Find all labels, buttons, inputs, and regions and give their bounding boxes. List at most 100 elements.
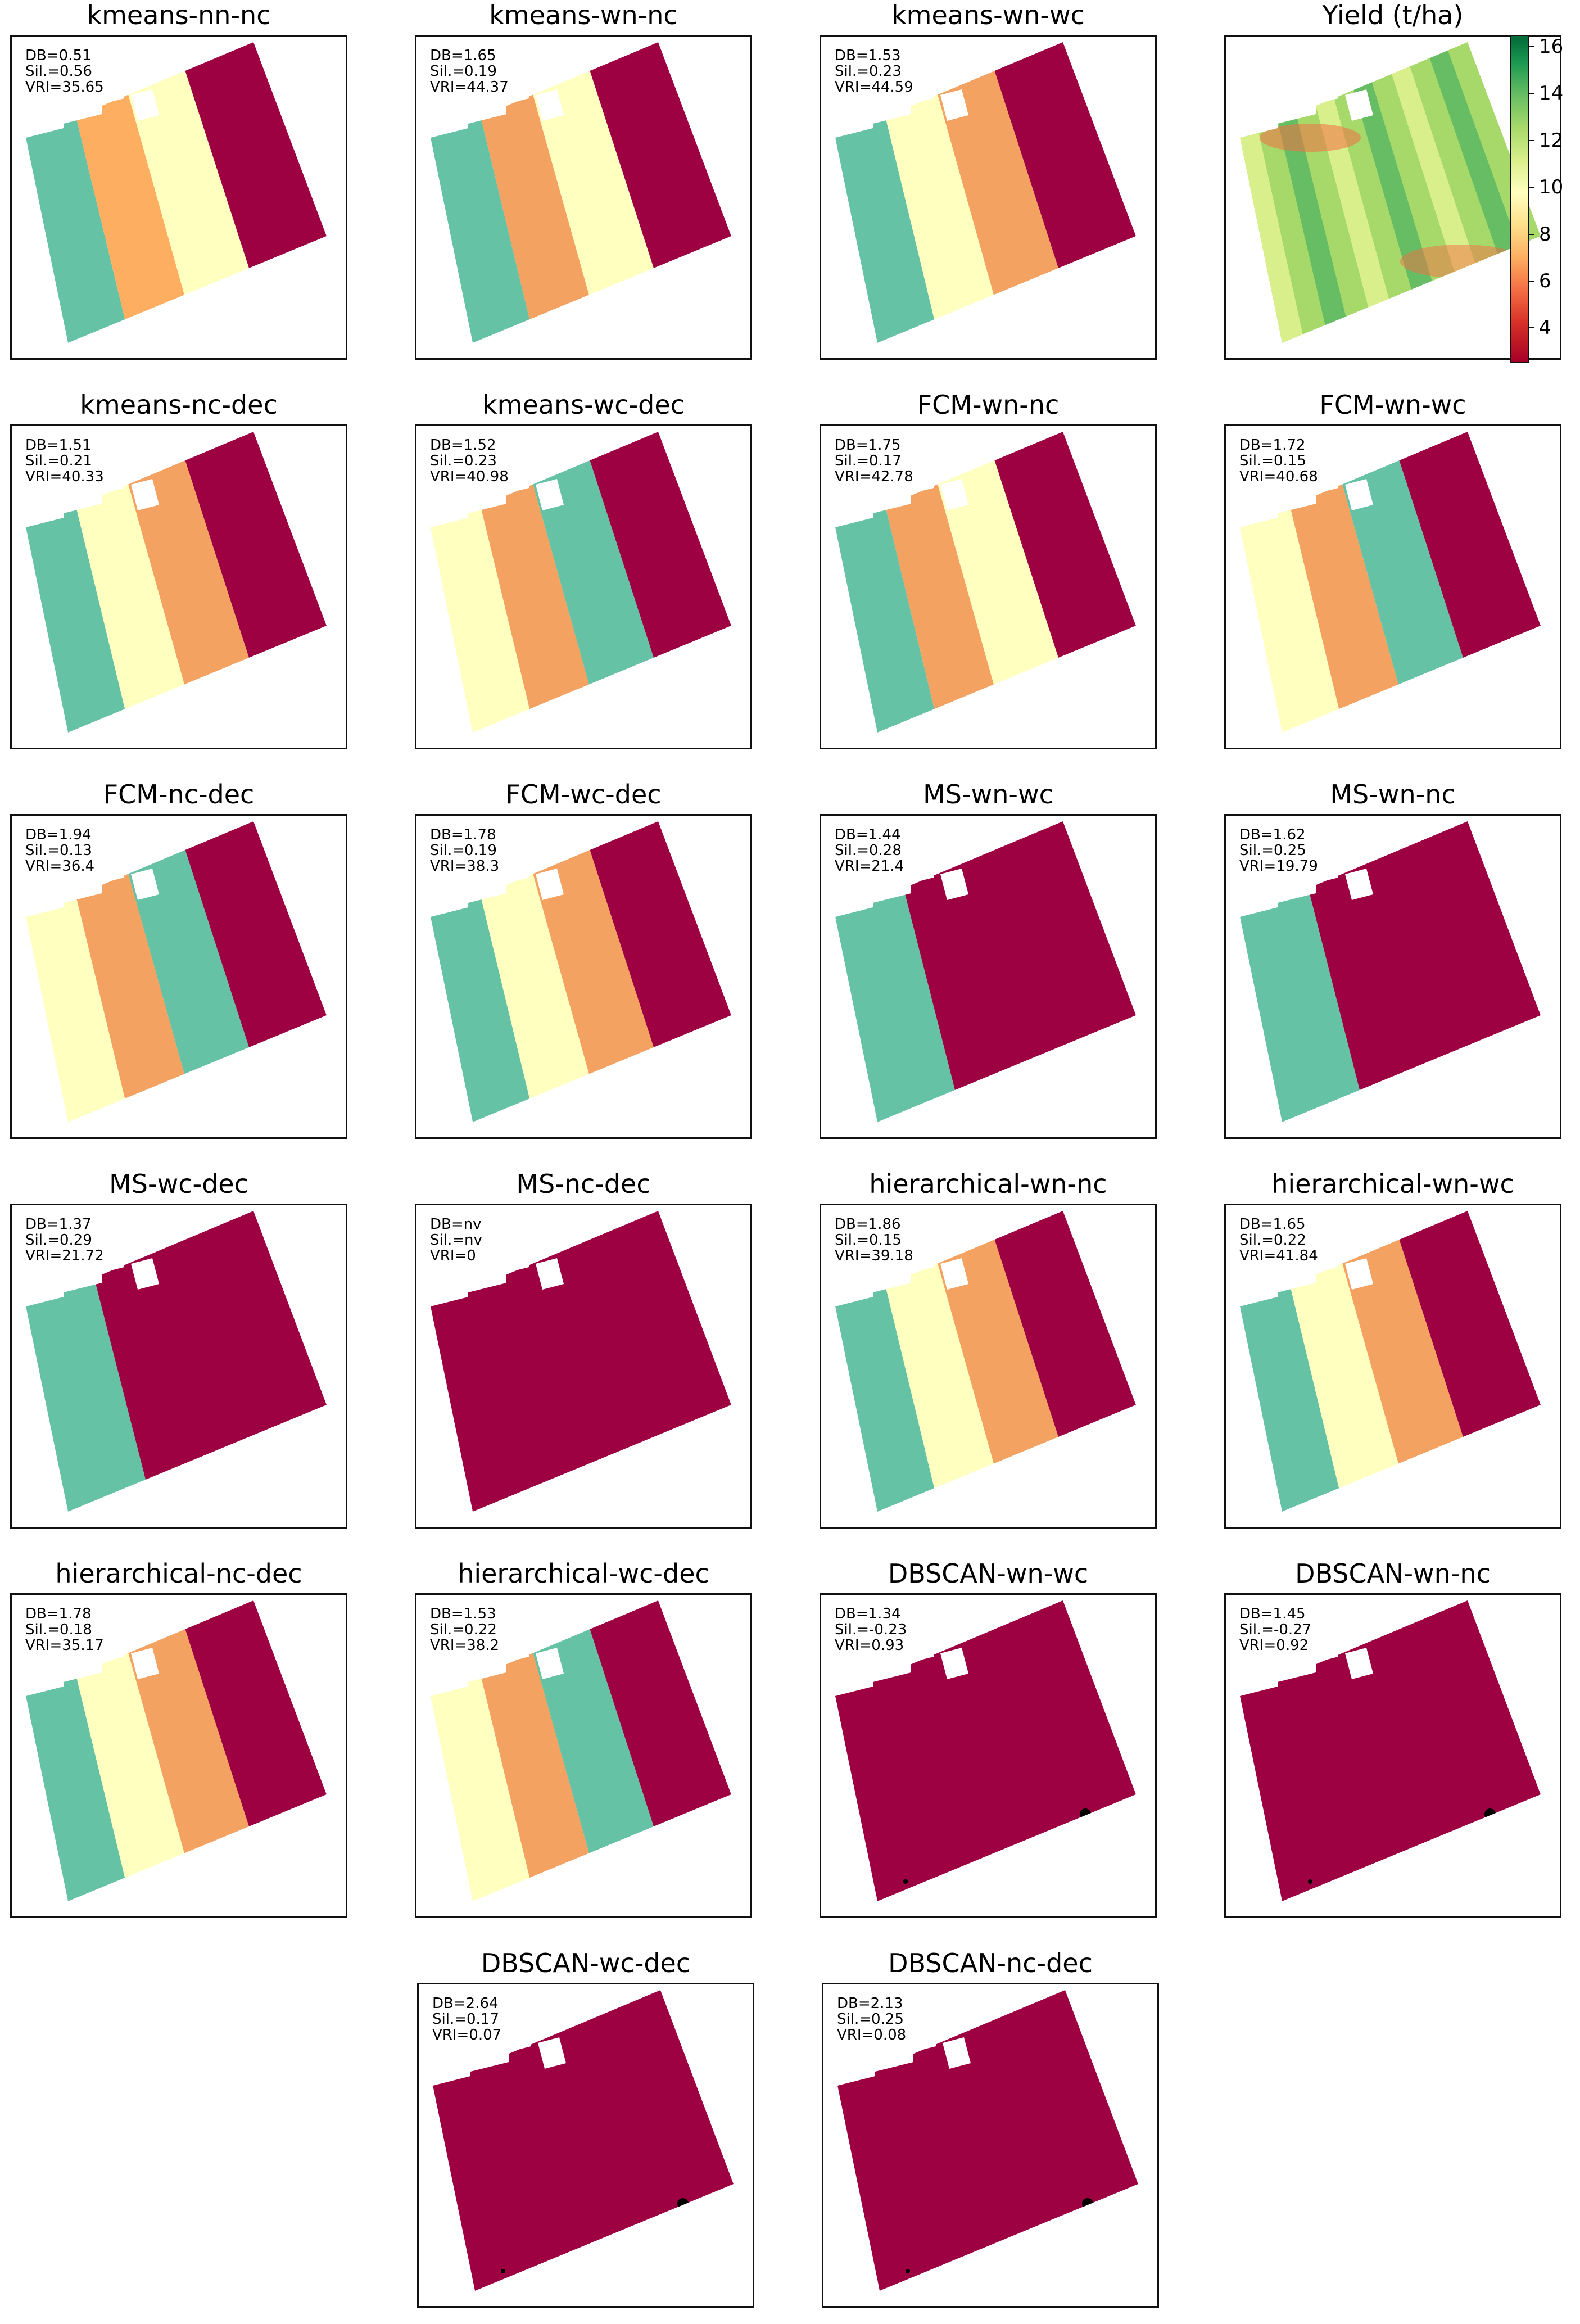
zone-region <box>1240 506 1339 733</box>
map-panel: DB=1.53 Sil.=0.23 VRI=44.59 <box>820 35 1157 360</box>
metric-db: DB=1.53 <box>430 1606 496 1622</box>
zone-region <box>533 850 654 1074</box>
metrics-annotation: DB=1.78 Sil.=0.19 VRI=38.3 <box>430 827 499 874</box>
zone-region <box>1240 1600 1541 1901</box>
metrics-annotation: DB=1.44 Sil.=0.28 VRI=21.4 <box>835 827 904 874</box>
zone-region <box>128 1629 249 1853</box>
zone-region <box>76 874 184 1099</box>
metric-sil: Sil.=0.22 <box>1239 1232 1306 1249</box>
colorbar-tick-label: 8 <box>1539 223 1551 246</box>
panel-title: DBSCAN-nc-dec <box>888 1948 1093 1978</box>
zone-region <box>433 1990 734 2291</box>
zone-map-plot <box>1240 1211 1541 1512</box>
field-notch <box>940 479 968 510</box>
metric-sil: Sil.=0.15 <box>1239 453 1306 469</box>
panel-title: FCM-wn-nc <box>917 390 1060 420</box>
field-notch <box>131 89 159 121</box>
field-notch <box>1345 89 1373 121</box>
zone-region <box>128 460 249 685</box>
panel-title: kmeans-nc-dec <box>80 390 278 420</box>
field-notch <box>536 869 564 900</box>
metric-db: DB=1.51 <box>25 437 92 454</box>
zone-region <box>994 42 1136 268</box>
metric-db: DB=1.78 <box>430 826 496 843</box>
zone-region <box>1342 460 1463 685</box>
zone-region <box>431 116 530 343</box>
metric-vri: VRI=38.2 <box>430 1637 500 1654</box>
zone-map-plot <box>26 1211 327 1512</box>
field-notch <box>536 89 564 121</box>
metrics-annotation: DB=1.94 Sil.=0.13 VRI=36.4 <box>25 827 94 874</box>
metric-db: DB=1.37 <box>25 1216 92 1233</box>
field-notch <box>940 869 968 900</box>
colorbar-tick <box>1529 93 1534 94</box>
zone-region <box>885 484 994 709</box>
zone-region <box>835 888 955 1122</box>
colorbar-tick <box>1529 139 1534 141</box>
zone-map-plot <box>1240 432 1541 733</box>
metric-vri: VRI=0.93 <box>835 1637 904 1654</box>
zone-region <box>481 1653 589 1878</box>
metric-vri: VRI=0.08 <box>837 2027 907 2043</box>
metric-sil: Sil.=0.23 <box>430 453 497 469</box>
zone-region <box>1399 1211 1541 1437</box>
colorbar-tick-label: 14 <box>1539 82 1564 105</box>
zone-map-plot <box>431 821 731 1122</box>
metric-db: DB=1.44 <box>835 826 901 843</box>
metric-db: DB=1.94 <box>25 826 92 843</box>
metric-db: DB=1.65 <box>430 47 496 64</box>
zone-map-plot <box>431 432 731 733</box>
zone-region <box>533 71 654 295</box>
colorbar-tick-label: 10 <box>1539 176 1564 199</box>
low-yield-patch <box>1260 124 1361 152</box>
zone-map-plot <box>835 432 1136 733</box>
metric-vri: VRI=19.79 <box>1239 858 1318 875</box>
noise-points <box>906 2269 910 2273</box>
colorbar-tick <box>1529 281 1534 282</box>
metric-vri: VRI=38.3 <box>430 858 500 875</box>
map-panel: DB=1.72 Sil.=0.15 VRI=40.68 <box>1224 424 1561 749</box>
zone-map-plot <box>26 821 327 1122</box>
metrics-annotation: DB=1.75 Sil.=0.17 VRI=42.78 <box>835 437 913 485</box>
zone-region <box>76 94 184 320</box>
metrics-annotation: DB=1.65 Sil.=0.19 VRI=44.37 <box>430 48 509 95</box>
metrics-annotation: DB=1.34 Sil.=-0.23 VRI=0.93 <box>835 1606 907 1653</box>
panel-title: MS-wn-wc <box>923 779 1053 810</box>
zone-region <box>481 874 589 1099</box>
field-notch <box>131 869 159 900</box>
zone-map-plot <box>26 42 327 343</box>
metric-vri: VRI=44.59 <box>835 79 913 96</box>
panel-title: kmeans-wn-nc <box>489 0 678 30</box>
metrics-annotation: DB=2.64 Sil.=0.17 VRI=0.07 <box>432 1996 501 2043</box>
noise-points <box>677 2198 689 2209</box>
metric-sil: Sil.=0.17 <box>432 2011 499 2028</box>
zone-region <box>590 42 731 268</box>
panel-title: kmeans-nn-nc <box>87 0 271 30</box>
panel-title: kmeans-wc-dec <box>482 390 685 420</box>
metrics-annotation: DB=1.78 Sil.=0.18 VRI=35.17 <box>25 1606 104 1653</box>
metrics-annotation: DB=1.65 Sil.=0.22 VRI=41.84 <box>1239 1217 1318 1264</box>
field-notch <box>536 479 564 510</box>
zone-map-plot <box>431 42 731 343</box>
zone-map-plot <box>1240 1600 1541 1901</box>
map-panel: DB=1.52 Sil.=0.23 VRI=40.98 <box>415 424 752 749</box>
zone-region <box>76 484 184 709</box>
zone-map-plot <box>26 1600 327 1901</box>
zone-map-plot <box>837 1990 1138 2291</box>
metric-sil: Sil.=0.13 <box>25 842 92 859</box>
panel-title: hierarchical-nc-dec <box>55 1558 302 1589</box>
panel-title: MS-wc-dec <box>109 1169 248 1199</box>
metric-vri: VRI=36.4 <box>25 858 95 875</box>
zone-region <box>76 1653 184 1878</box>
metric-db: DB=1.53 <box>835 47 901 64</box>
zone-region <box>590 432 731 658</box>
metric-vri: VRI=0.92 <box>1239 1637 1309 1654</box>
low-yield-patch <box>1400 245 1524 278</box>
metric-vri: VRI=39.18 <box>835 1247 913 1264</box>
field-notch <box>536 1258 564 1290</box>
metric-sil: Sil.=0.29 <box>25 1232 92 1249</box>
metrics-annotation: DB=1.53 Sil.=0.23 VRI=44.59 <box>835 48 913 95</box>
zone-region <box>431 506 530 733</box>
zone-region <box>533 460 654 685</box>
zone-map-plot <box>835 1600 1136 1901</box>
